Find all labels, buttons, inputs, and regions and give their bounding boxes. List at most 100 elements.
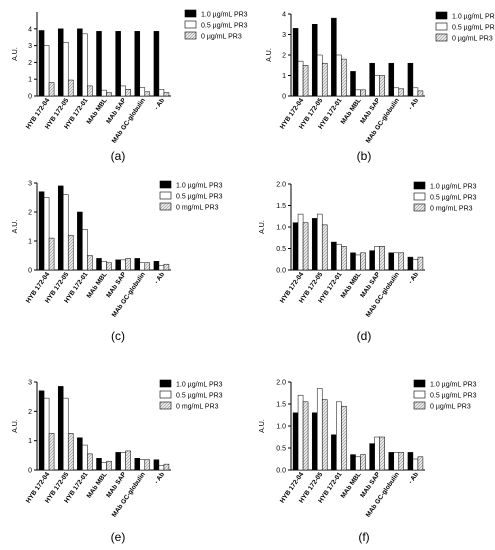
bar bbox=[67, 433, 74, 471]
bar bbox=[115, 452, 121, 471]
legend-swatch bbox=[413, 192, 426, 201]
legend-swatch bbox=[413, 401, 426, 410]
bar bbox=[292, 28, 299, 97]
bar bbox=[62, 194, 69, 271]
bar bbox=[398, 252, 405, 271]
bar bbox=[321, 62, 328, 97]
bar bbox=[355, 254, 361, 271]
bar bbox=[134, 31, 141, 97]
y-tick-label: 4 bbox=[282, 12, 286, 19]
legend-entry: 1.0 µg/mL PR3 bbox=[430, 184, 477, 191]
y-tick-label: 2 bbox=[28, 60, 32, 67]
bar bbox=[393, 252, 400, 271]
bar bbox=[144, 91, 151, 97]
panel-label: (c) bbox=[111, 329, 125, 343]
legend-swatch bbox=[159, 390, 172, 399]
bar bbox=[341, 246, 347, 271]
legend-swatch bbox=[184, 9, 197, 18]
legend: 1.0 µg/mL PR3 0.5 µg/mL PR3 0 mg/mL PR3 bbox=[159, 180, 223, 212]
bar bbox=[48, 82, 55, 97]
legend-entry: 0 mg/mL PR3 bbox=[176, 205, 219, 212]
legend-swatch bbox=[413, 390, 426, 399]
bar bbox=[374, 246, 380, 271]
bar bbox=[120, 452, 126, 471]
bar bbox=[139, 262, 146, 271]
y-tick-label: 1 bbox=[282, 73, 286, 80]
legend: 1.0 µg/mL PR3 0.5 µg/mL PR3 0 mg/mL PR3 bbox=[159, 379, 223, 411]
bar bbox=[57, 185, 64, 271]
bar bbox=[331, 434, 337, 471]
bar bbox=[101, 89, 107, 97]
y-tick-label: 0 bbox=[28, 268, 32, 275]
y-tick-label: 0 bbox=[282, 94, 286, 101]
bar bbox=[360, 454, 366, 471]
bar bbox=[106, 92, 112, 97]
x-category-label: - Ab bbox=[407, 271, 420, 285]
bar bbox=[321, 224, 328, 271]
bar bbox=[374, 75, 380, 97]
legend-entry: 1.0 µg/mL PR3 bbox=[176, 382, 223, 389]
bar bbox=[57, 28, 64, 97]
y-axis-label: A.U. bbox=[259, 220, 266, 234]
y-tick-label: 4 bbox=[28, 26, 32, 33]
bar bbox=[87, 85, 93, 97]
y-tick-label: 0.0 bbox=[276, 468, 286, 475]
bar bbox=[96, 258, 102, 271]
bar bbox=[62, 397, 69, 471]
bar bbox=[115, 31, 121, 97]
bar bbox=[379, 246, 385, 271]
bar bbox=[341, 58, 347, 97]
bar bbox=[38, 390, 45, 471]
legend-entry: 0 µg/mL PR3 bbox=[201, 34, 242, 41]
legend-swatch bbox=[435, 11, 448, 20]
y-tick-label: 2.0 bbox=[276, 380, 286, 387]
bar bbox=[153, 261, 160, 271]
bar bbox=[412, 87, 419, 97]
bar bbox=[355, 89, 361, 97]
legend-swatch bbox=[435, 22, 448, 31]
bar bbox=[48, 237, 55, 271]
bar bbox=[388, 62, 395, 97]
legend-entry: 1.0 µg/mL PR3 bbox=[176, 183, 223, 190]
legend-swatch bbox=[413, 203, 426, 212]
bar bbox=[120, 85, 126, 97]
legend-entry: 0.5 µg/mL PR3 bbox=[201, 23, 248, 30]
bar bbox=[82, 33, 88, 97]
bar bbox=[139, 87, 146, 97]
bar bbox=[38, 30, 45, 97]
legend-swatch bbox=[159, 379, 172, 388]
y-tick-label: 0.0 bbox=[276, 268, 286, 275]
bar bbox=[336, 243, 342, 271]
legend-entry: 0 µg/mL PR3 bbox=[452, 36, 493, 43]
legend-swatch bbox=[184, 20, 197, 29]
bar bbox=[82, 229, 88, 271]
legend-swatch bbox=[435, 33, 448, 42]
bar bbox=[101, 462, 107, 471]
bar bbox=[106, 262, 112, 271]
y-tick-label: 2 bbox=[28, 210, 32, 217]
y-tick-label: 3 bbox=[28, 43, 32, 50]
bar bbox=[417, 90, 424, 97]
bar bbox=[393, 87, 400, 97]
legend-entry: 0 mg/mL PR3 bbox=[430, 206, 473, 213]
bar bbox=[393, 452, 400, 471]
bar bbox=[57, 386, 64, 471]
bar bbox=[331, 17, 337, 97]
bar bbox=[48, 433, 55, 471]
bar bbox=[350, 454, 356, 471]
legend: 1.0 µg/mL PR3 0.5 µg/mL PR3 0 µg/mL PR3 bbox=[435, 11, 495, 43]
bar bbox=[316, 54, 323, 97]
bar bbox=[412, 458, 419, 471]
x-category-label: - Ab bbox=[407, 97, 420, 111]
bar bbox=[297, 394, 304, 471]
bar bbox=[341, 405, 347, 471]
y-tick-label: 0.5 bbox=[276, 446, 286, 453]
bar bbox=[96, 458, 102, 471]
legend-entry: 1.0 µg/mL PR3 bbox=[452, 14, 495, 21]
legend-entry: 0.5 µg/mL PR3 bbox=[430, 195, 477, 202]
bar bbox=[87, 453, 93, 471]
bar bbox=[292, 412, 299, 471]
